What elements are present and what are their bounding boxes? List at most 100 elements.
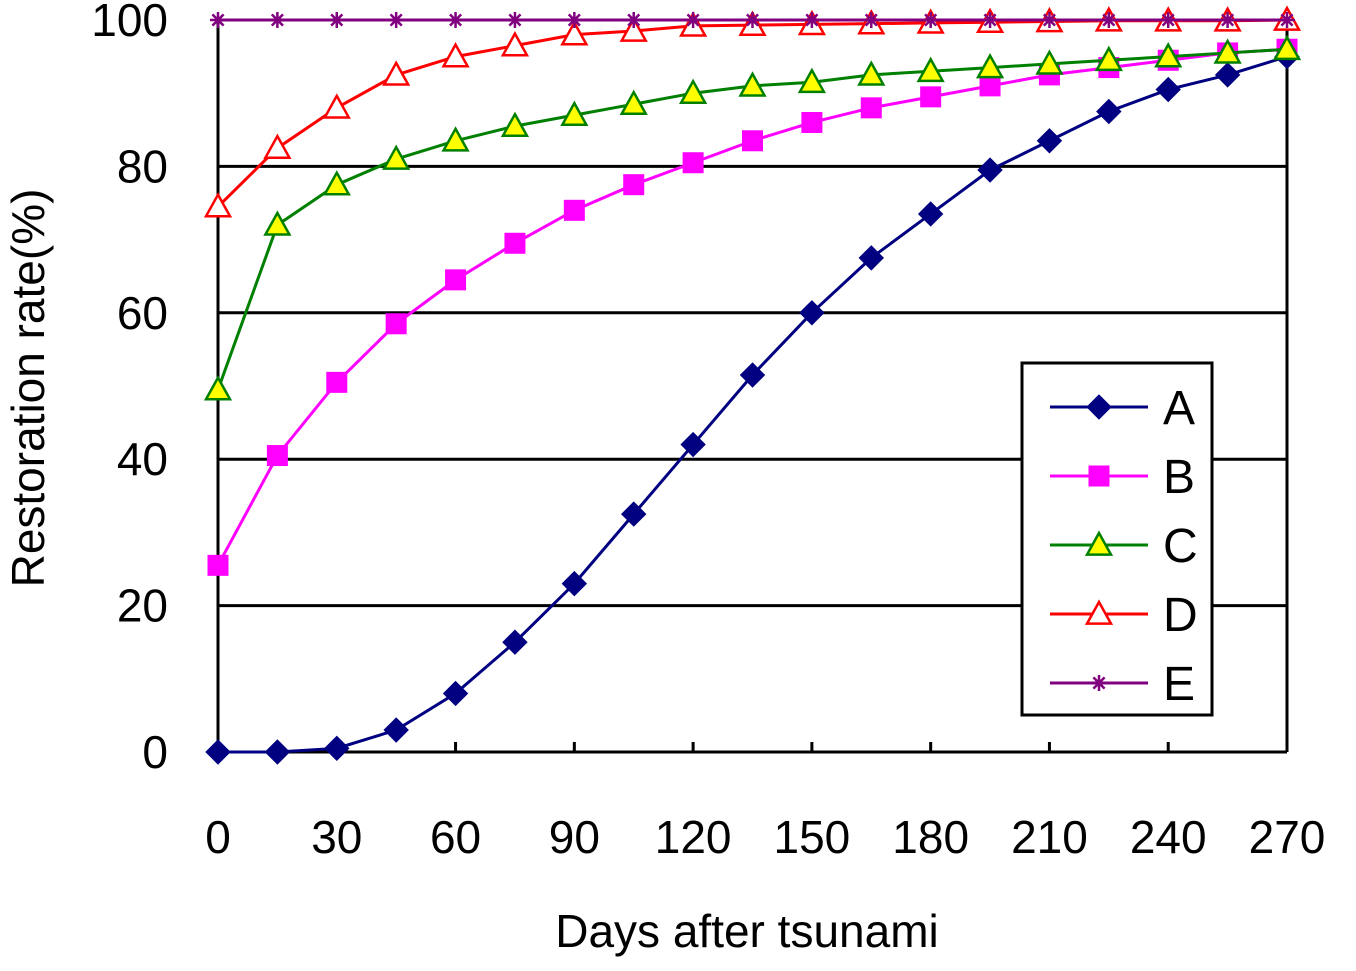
data-point-A: [1214, 62, 1241, 88]
data-point-C: [975, 53, 1005, 79]
data-point-C: [857, 60, 886, 86]
legend-label: D: [1163, 589, 1198, 642]
data-point-A: [739, 362, 766, 388]
legend-label: B: [1163, 451, 1195, 504]
legend-item-E: E: [1050, 658, 1195, 711]
data-point-A: [977, 157, 1003, 183]
data-point-A: [264, 739, 291, 765]
data-point-E: [685, 12, 702, 28]
series-line-D: [216, 18, 1288, 208]
data-point-A: [680, 431, 706, 458]
data-point-B: [207, 554, 229, 576]
x-tick-label: 30: [311, 811, 362, 863]
y-tick-label: 80: [117, 140, 168, 192]
data-point-A: [621, 501, 647, 527]
data-point-E: [803, 12, 820, 28]
data-point-B: [385, 313, 407, 335]
data-point-E: [982, 12, 999, 28]
data-point-C: [203, 375, 233, 401]
data-point-E: [388, 12, 405, 28]
data-point-E: [1041, 12, 1058, 28]
data-point-B: [563, 199, 585, 221]
data-point-B: [920, 86, 942, 108]
data-point-B: [860, 97, 882, 119]
data-point-A: [324, 735, 350, 762]
data-point-B: [623, 174, 645, 196]
x-tick-label: 240: [1130, 811, 1207, 863]
data-point-E: [744, 12, 761, 28]
data-point-E: [1279, 12, 1295, 28]
y-tick-label: 40: [117, 433, 168, 485]
x-tick-label: 60: [430, 811, 481, 863]
data-point-A: [561, 570, 588, 597]
data-point-B: [445, 269, 467, 291]
data-point-D: [619, 16, 648, 42]
data-point-B: [742, 130, 763, 152]
data-point-D: [203, 192, 233, 218]
series-D: [203, 5, 1302, 218]
data-point-B: [266, 445, 288, 467]
data-point-C: [560, 100, 589, 127]
data-point-E: [1160, 12, 1177, 28]
legend-item-B: B: [1050, 451, 1195, 504]
data-point-A: [1036, 128, 1063, 154]
data-point-C: [916, 56, 945, 83]
x-tick-label: 90: [549, 811, 600, 863]
series-C: [203, 34, 1302, 401]
data-point-A: [442, 680, 469, 707]
data-point-D: [441, 42, 470, 68]
data-point-E: [1219, 12, 1236, 28]
legend-item-C: C: [1050, 520, 1198, 573]
legend-label: C: [1163, 520, 1198, 573]
data-point-A: [383, 717, 409, 743]
data-point-A: [799, 300, 825, 326]
legend-label: E: [1163, 658, 1195, 711]
data-point-B: [682, 152, 704, 174]
data-point-C: [797, 67, 827, 94]
legend-item-A: A: [1050, 382, 1195, 435]
data-point-C: [619, 89, 648, 116]
data-point-E: [328, 12, 345, 28]
data-point-B: [504, 232, 526, 254]
x-tick-label: 0: [205, 811, 231, 863]
data-point-B: [979, 75, 1001, 97]
data-point-A: [858, 245, 884, 271]
legend-marker: [1084, 599, 1114, 625]
data-point-E: [506, 12, 523, 28]
data-point-C: [322, 170, 351, 196]
y-tick-label: 20: [117, 580, 168, 632]
series-A: [205, 43, 1300, 765]
data-point-E: [1100, 12, 1117, 28]
data-point-A: [502, 629, 528, 655]
data-point-B: [801, 111, 823, 133]
data-point-E: [269, 12, 286, 28]
data-point-C: [1094, 45, 1123, 72]
x-axis-title: Days after tsunami: [555, 905, 938, 957]
x-tick-label: 270: [1249, 811, 1326, 863]
data-point-D: [263, 133, 292, 159]
data-point-E: [210, 12, 226, 28]
data-point-C: [738, 71, 767, 97]
x-tick-label: 180: [892, 811, 969, 863]
legend-item-D: D: [1050, 589, 1198, 642]
legend-marker: [1088, 465, 1110, 487]
x-tick-label: 120: [655, 811, 732, 863]
x-tick-label: 210: [1011, 811, 1088, 863]
data-point-C: [1272, 34, 1302, 61]
series-E: [210, 12, 1295, 28]
data-point-C: [1213, 38, 1242, 64]
data-point-A: [1155, 76, 1181, 103]
data-point-A: [205, 739, 231, 765]
data-point-E: [922, 12, 939, 28]
data-point-A: [917, 201, 944, 227]
data-point-D: [560, 20, 589, 46]
data-point-C: [678, 78, 708, 105]
data-series: [203, 5, 1302, 765]
data-point-C: [1154, 42, 1183, 68]
y-axis-ticks: 0 20 40 60 80 100: [91, 0, 168, 778]
data-point-E: [566, 12, 583, 28]
series-line-C: [216, 47, 1288, 391]
legend-box: [1020, 361, 1214, 717]
y-tick-label: 100: [91, 0, 168, 46]
data-point-C: [1035, 49, 1064, 75]
